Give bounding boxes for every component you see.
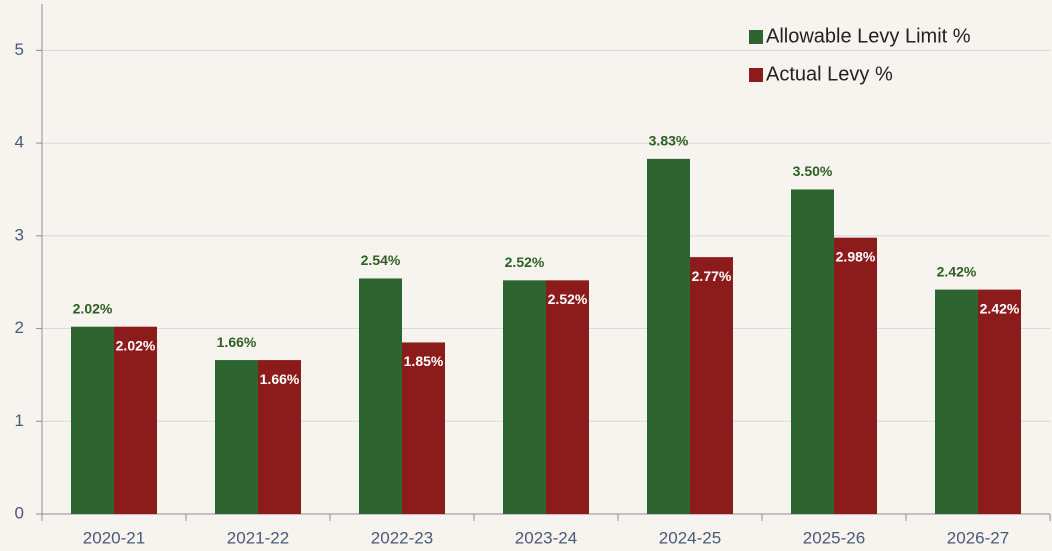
value-label: 2.42% <box>980 300 1020 316</box>
y-tick-label: 4 <box>15 133 24 152</box>
value-label: 2.98% <box>836 248 876 264</box>
y-tick-label: 3 <box>15 225 24 244</box>
bar <box>647 158 690 514</box>
y-tick-label: 0 <box>15 503 24 522</box>
y-tick-label: 1 <box>15 411 24 430</box>
bar <box>978 289 1021 514</box>
value-label: 2.52% <box>505 254 545 270</box>
value-label: 2.02% <box>116 337 156 353</box>
value-label: 1.66% <box>217 334 257 350</box>
bar <box>834 237 877 514</box>
bar <box>258 360 301 514</box>
bar <box>935 289 978 514</box>
legend-label: Allowable Levy Limit % <box>766 25 971 47</box>
legend-label: Actual Levy % <box>766 63 893 85</box>
y-tick-label: 2 <box>15 318 24 337</box>
value-label: 3.50% <box>793 163 833 179</box>
y-tick-label: 5 <box>15 40 24 59</box>
x-tick-label: 2023-24 <box>515 528 577 547</box>
x-tick-label: 2022-23 <box>371 528 433 547</box>
value-label: 1.85% <box>404 353 444 369</box>
value-label: 2.77% <box>692 268 732 284</box>
bar <box>215 360 258 514</box>
bar <box>71 326 114 514</box>
value-label: 2.42% <box>937 263 977 279</box>
bar <box>114 326 157 514</box>
value-label: 2.54% <box>361 252 401 268</box>
x-tick-label: 2025-26 <box>803 528 865 547</box>
bar <box>546 280 589 514</box>
x-tick-label: 2021-22 <box>227 528 289 547</box>
bar <box>690 257 733 514</box>
x-tick-label: 2024-25 <box>659 528 721 547</box>
legend-swatch <box>749 68 763 82</box>
value-label: 2.52% <box>548 291 588 307</box>
legend-swatch <box>749 30 763 44</box>
bar <box>402 342 445 514</box>
bar <box>359 278 402 514</box>
value-label: 1.66% <box>260 371 300 387</box>
bar <box>791 189 834 515</box>
x-tick-label: 2026-27 <box>947 528 1009 547</box>
bar <box>503 280 546 514</box>
x-tick-label: 2020-21 <box>83 528 145 547</box>
value-label: 2.02% <box>73 300 113 316</box>
value-label: 3.83% <box>649 133 689 149</box>
